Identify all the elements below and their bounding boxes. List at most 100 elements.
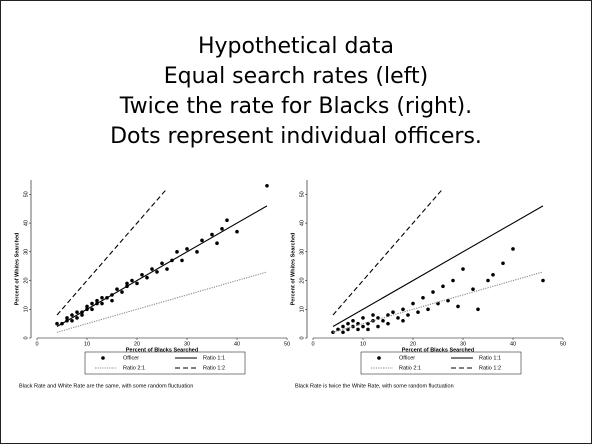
officer-point (235, 229, 239, 234)
y-tick-label: 10 (299, 306, 305, 312)
officer-point (426, 307, 430, 312)
legend-label: Ratio 1:1 (203, 355, 225, 361)
y-tick-label: 0 (299, 336, 305, 339)
officer-point (381, 318, 385, 323)
x-tick-label: 10 (84, 341, 90, 347)
x-tick-label: 30 (460, 341, 466, 347)
officer-point (150, 267, 154, 271)
officer-point (70, 318, 74, 323)
ratio-line (332, 205, 544, 327)
officer-point (366, 321, 370, 326)
officer-point (210, 232, 214, 237)
caption: Black Rate is twice the White Rate, with… (295, 383, 454, 389)
officer-point (376, 324, 380, 329)
x-axis-label: Percent of Blacks Searched (126, 347, 198, 353)
officer-point (130, 278, 134, 283)
officer-point (115, 287, 119, 291)
officer-point (441, 284, 445, 289)
x-tick-label: 40 (510, 341, 516, 347)
legend-label: Officer (399, 355, 415, 361)
y-tick-label: 0 (23, 336, 29, 339)
x-tick-label: 10 (360, 341, 366, 347)
officer-point (175, 250, 179, 254)
title-line: Equal search rates (left) (164, 64, 428, 89)
officer-point (215, 241, 219, 245)
officer-point (461, 267, 465, 271)
ratio-line (56, 205, 268, 327)
y-tick-label: 10 (23, 306, 29, 312)
officer-point (476, 307, 480, 312)
legend-label: Ratio 1:2 (203, 365, 225, 371)
y-tick-label: 30 (23, 249, 29, 255)
x-tick-label: 20 (410, 341, 416, 347)
officer-point (95, 298, 99, 303)
officer-point (471, 287, 475, 291)
officer-point (511, 247, 515, 251)
x-tick-label: 50 (284, 341, 290, 347)
legend-box (84, 351, 246, 375)
officer-point (371, 313, 375, 317)
y-tick-label: 20 (23, 277, 29, 283)
y-tick-label: 40 (23, 220, 29, 226)
officer-point (75, 316, 79, 320)
officer-point (456, 304, 460, 309)
y-tick-label: 40 (299, 220, 305, 226)
legend-label: Ratio 2:1 (123, 365, 145, 371)
officer-point (501, 261, 505, 266)
ratio-line (332, 188, 444, 316)
y-tick-label: 50 (23, 191, 29, 197)
officer-point (451, 278, 455, 283)
officer-point (396, 316, 400, 320)
officer-point (160, 261, 164, 266)
officer-point (220, 227, 224, 231)
officer-point (361, 324, 365, 329)
officer-point (336, 327, 340, 332)
officer-point (401, 307, 405, 312)
officer-point (386, 321, 390, 326)
officer-point (195, 250, 199, 254)
officer-point (180, 258, 184, 263)
officer-point (486, 278, 490, 283)
officer-point (351, 324, 355, 329)
officer-point (361, 316, 365, 320)
x-tick-label: 20 (134, 341, 140, 347)
caption: Black Rate and White Rate are the same, … (19, 383, 193, 389)
officer-point (75, 310, 79, 314)
officer-point (366, 327, 370, 332)
officer-point (90, 307, 94, 312)
officer-point (165, 267, 169, 271)
legend-label: Ratio 1:2 (479, 365, 501, 371)
officer-point (225, 218, 229, 223)
officer-point (416, 310, 420, 314)
officer-point (110, 298, 114, 303)
officer-point (491, 273, 495, 277)
x-tick-label: 30 (184, 341, 190, 347)
officer-point (406, 313, 410, 317)
y-tick-label: 50 (299, 191, 305, 197)
officer-point (65, 316, 69, 320)
officer-point (140, 273, 144, 277)
legend-marker (377, 356, 381, 360)
officer-point (346, 321, 350, 326)
y-axis-label: Percent of Whites Searched (14, 233, 20, 306)
officer-point (341, 324, 345, 329)
title-line: Dots represent individual officers. (110, 124, 482, 149)
legend-box (360, 351, 522, 375)
legend-marker (101, 356, 105, 360)
officer-point (85, 304, 89, 309)
officer-point (376, 316, 380, 320)
officer-point (431, 290, 435, 294)
officer-point (120, 290, 124, 294)
officer-point (265, 183, 269, 188)
legend-label: Ratio 1:1 (479, 355, 501, 361)
officer-point (200, 238, 204, 243)
officer-point (351, 318, 355, 323)
officer-point (145, 275, 149, 280)
officer-point (341, 330, 345, 335)
officer-point (90, 301, 94, 306)
x-tick-label: 0 (35, 341, 38, 347)
officer-point (411, 301, 415, 306)
officer-point (135, 281, 139, 286)
y-tick-label: 20 (299, 277, 305, 283)
